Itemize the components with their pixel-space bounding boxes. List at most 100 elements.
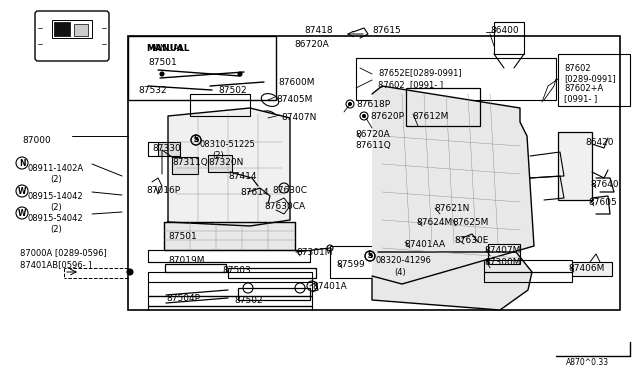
Text: 86720A: 86720A (355, 130, 390, 139)
Text: 87401AB[0596- ]: 87401AB[0596- ] (20, 260, 92, 269)
Text: 87000A [0289-0596]: 87000A [0289-0596] (20, 248, 107, 257)
Text: 87019M: 87019M (168, 256, 205, 265)
Bar (484, 260, 572, 272)
Text: 87407N: 87407N (281, 113, 316, 122)
Text: 87418: 87418 (304, 26, 333, 35)
Bar (238, 288, 310, 300)
Circle shape (127, 269, 133, 275)
Text: 87620P: 87620P (370, 112, 404, 121)
Text: 08915-14042: 08915-14042 (28, 192, 84, 201)
Text: W: W (18, 208, 26, 218)
Text: (2): (2) (50, 203, 61, 212)
Text: 86420: 86420 (585, 138, 614, 147)
Text: [0991- ]: [0991- ] (564, 94, 597, 103)
Bar (74, 24, 88, 36)
Circle shape (160, 72, 164, 76)
Text: 87503: 87503 (222, 266, 251, 275)
Bar (148, 250, 310, 262)
Polygon shape (164, 222, 295, 250)
Text: 87401A: 87401A (312, 282, 347, 291)
Text: 87621N: 87621N (434, 204, 469, 213)
Text: (4): (4) (394, 268, 406, 277)
Polygon shape (372, 252, 532, 310)
Text: MANUAL: MANUAL (146, 44, 184, 53)
Bar (572, 262, 612, 276)
Bar (128, 36, 276, 100)
Text: 87618P: 87618P (356, 100, 390, 109)
Text: 86720A: 86720A (294, 40, 329, 49)
Text: 86400: 86400 (490, 26, 518, 35)
Text: 87599: 87599 (336, 260, 365, 269)
Text: 87330: 87330 (152, 144, 180, 153)
Bar (488, 244, 520, 264)
Bar (158, 142, 180, 156)
Bar (172, 157, 198, 174)
Bar (54, 22, 70, 36)
Text: 87612M: 87612M (412, 112, 449, 121)
Text: 08911-1402A: 08911-1402A (28, 164, 84, 173)
Text: N: N (19, 158, 25, 167)
Bar (208, 155, 232, 172)
Text: 87502: 87502 (234, 296, 262, 305)
Text: 87615: 87615 (372, 26, 401, 35)
Bar (558, 54, 630, 106)
Bar (494, 22, 524, 54)
Text: 87614: 87614 (240, 188, 269, 197)
Text: 87504P: 87504P (166, 294, 200, 303)
Text: 87605: 87605 (588, 198, 617, 207)
Text: 08915-54042: 08915-54042 (28, 214, 84, 223)
Bar (558, 132, 592, 200)
Circle shape (362, 115, 365, 118)
Text: [0289-0991]: [0289-0991] (564, 74, 616, 83)
Bar (356, 58, 556, 100)
Text: 87602  [0991- ]: 87602 [0991- ] (378, 80, 443, 89)
Text: (2): (2) (50, 175, 61, 184)
Text: 87405M: 87405M (276, 95, 312, 104)
Text: 87600M: 87600M (278, 78, 314, 87)
Text: 87000: 87000 (22, 136, 51, 145)
Text: 08310-51225: 08310-51225 (200, 140, 256, 149)
Text: S: S (193, 137, 198, 143)
Text: (2): (2) (212, 151, 224, 160)
Text: 87602: 87602 (564, 64, 591, 73)
Text: 87630CA: 87630CA (264, 202, 305, 211)
Text: 87630E: 87630E (454, 236, 488, 245)
Text: MANUAL: MANUAL (146, 44, 189, 53)
Circle shape (238, 72, 242, 76)
Text: 87501: 87501 (168, 232, 196, 241)
Bar (406, 88, 480, 126)
Bar (128, 36, 620, 310)
Text: (2): (2) (50, 225, 61, 234)
Text: S: S (367, 251, 372, 260)
Circle shape (349, 103, 351, 106)
Text: 87630C: 87630C (272, 186, 307, 195)
Bar (165, 264, 226, 272)
Text: 87300M: 87300M (484, 258, 520, 267)
Text: 87407M: 87407M (484, 246, 520, 255)
Polygon shape (372, 86, 534, 284)
Text: 87602+A: 87602+A (564, 84, 604, 93)
Text: 87611Q: 87611Q (355, 141, 391, 150)
Bar (484, 272, 572, 282)
Text: S: S (367, 253, 372, 259)
Text: 87016P: 87016P (146, 186, 180, 195)
Text: 87502: 87502 (218, 86, 246, 95)
Text: 08320-41296: 08320-41296 (376, 256, 432, 265)
Bar (52, 20, 92, 38)
Text: 87406M: 87406M (568, 264, 604, 273)
Text: 87624M: 87624M (416, 218, 452, 227)
Text: 87501: 87501 (148, 58, 177, 67)
Text: 87414: 87414 (228, 172, 257, 181)
Bar (228, 268, 316, 278)
Text: 87301M: 87301M (296, 248, 333, 257)
Text: S: S (193, 135, 198, 144)
Text: W: W (18, 186, 26, 196)
Text: 87532: 87532 (138, 86, 166, 95)
Text: 87401AA: 87401AA (404, 240, 445, 249)
Text: 87625M: 87625M (452, 218, 488, 227)
Text: A870^0.33: A870^0.33 (566, 358, 609, 367)
Text: 87311Q: 87311Q (172, 158, 208, 167)
Bar (190, 94, 250, 116)
Text: 87320N: 87320N (208, 158, 243, 167)
Polygon shape (168, 108, 290, 226)
